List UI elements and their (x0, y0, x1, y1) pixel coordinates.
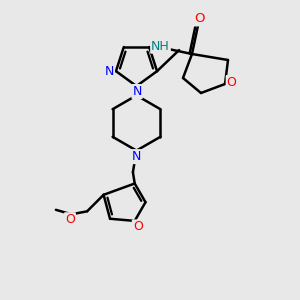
Text: O: O (227, 76, 236, 89)
Text: O: O (65, 213, 75, 226)
Text: O: O (133, 220, 142, 233)
Text: NH: NH (151, 40, 170, 53)
Text: N: N (132, 85, 142, 98)
Text: N: N (132, 150, 141, 163)
Text: N: N (105, 65, 114, 78)
Text: O: O (194, 12, 205, 26)
